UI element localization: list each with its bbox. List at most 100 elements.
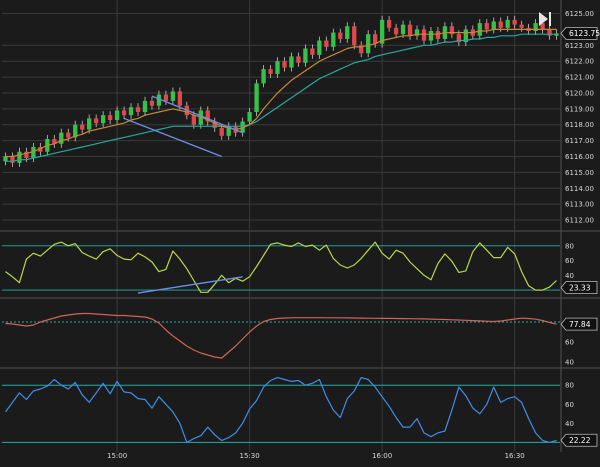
candle-body xyxy=(428,31,434,41)
cci-tick-label: 80 xyxy=(565,382,574,390)
candle-body xyxy=(366,34,371,54)
candle-body xyxy=(373,34,378,44)
candle-body xyxy=(324,40,329,47)
time-axis-label: 15:00 xyxy=(107,452,127,460)
candle-body xyxy=(31,146,36,159)
candle-body xyxy=(212,121,217,128)
candle-body xyxy=(38,146,43,152)
rsi-trendline-0 xyxy=(137,276,243,294)
candle-body xyxy=(163,94,169,101)
candle-body xyxy=(296,56,301,63)
candle-body xyxy=(3,156,8,162)
stoch-value-tag-text: 77.84 xyxy=(569,320,591,329)
rsi-tick-label: 40 xyxy=(565,272,574,280)
candle-body xyxy=(142,100,148,113)
candle-body xyxy=(254,83,259,113)
price-tick-label: 6113.00 xyxy=(565,201,594,209)
candle-body xyxy=(177,91,183,106)
candle-body xyxy=(128,107,134,116)
candle-body xyxy=(345,26,350,39)
candle-body xyxy=(240,121,245,133)
candle-body xyxy=(261,69,266,84)
candle-body xyxy=(17,151,22,163)
candle-body xyxy=(87,118,92,130)
candle-body xyxy=(414,29,420,36)
candle-body xyxy=(149,100,155,106)
cci-tick-label: 60 xyxy=(565,401,574,409)
candle-body xyxy=(498,21,503,28)
candle-body xyxy=(491,21,496,30)
price-trendline-1 xyxy=(123,117,222,158)
stoch-line xyxy=(5,312,557,359)
last-price-tag-box xyxy=(560,26,598,40)
price-tick-label: 6116.00 xyxy=(565,153,594,161)
price-tick-label: 6125.00 xyxy=(565,10,594,18)
time-axis-label: 16:00 xyxy=(372,452,392,460)
rsi-value-tag-text: 23.33 xyxy=(569,283,591,292)
candle-body xyxy=(505,19,510,28)
candle-body xyxy=(421,29,427,41)
last-price-tag-text: 6123.75 xyxy=(569,29,600,38)
candle-body xyxy=(121,110,127,116)
ema-slow-line xyxy=(5,33,557,162)
candle-body xyxy=(400,24,406,35)
rsi-line xyxy=(5,241,557,293)
candle-body xyxy=(226,126,231,136)
cci-value-tag: 22.22 xyxy=(560,433,598,447)
candle-body xyxy=(393,27,399,35)
candle-body xyxy=(80,124,85,130)
candle-body xyxy=(449,26,455,35)
candle-body xyxy=(463,29,468,43)
candle-body xyxy=(547,29,552,36)
candle-body xyxy=(275,61,280,74)
candle-body xyxy=(73,124,78,138)
stoch-value-tag: 77.84 xyxy=(560,317,598,331)
stoch-tick-label: 60 xyxy=(565,339,574,347)
rsi-value-tag-box xyxy=(560,281,598,295)
candle-body xyxy=(191,115,196,125)
candle-body xyxy=(477,23,482,36)
candle-body xyxy=(247,112,252,122)
time-axis-label: 15:30 xyxy=(240,452,260,460)
candle-body xyxy=(52,139,57,144)
cci-tick-label: 40 xyxy=(565,420,574,428)
price-tick-label: 6121.00 xyxy=(565,74,594,82)
candle-body xyxy=(310,48,315,55)
last-price-tag: 6123.75 xyxy=(560,26,600,40)
price-tick-label: 6115.00 xyxy=(565,169,594,177)
candle-body xyxy=(554,33,559,36)
rsi-tick-label: 80 xyxy=(565,242,574,250)
cci-line xyxy=(5,377,557,443)
price-tick-label: 6117.00 xyxy=(565,137,594,145)
price-trendline-0 xyxy=(151,95,243,134)
candle-body xyxy=(268,69,273,74)
candle-body xyxy=(135,107,141,113)
candle-body xyxy=(331,32,336,47)
candle-body xyxy=(205,110,210,122)
candle-body xyxy=(456,34,462,43)
candle-body xyxy=(407,24,413,36)
price-tick-label: 6120.00 xyxy=(565,89,594,97)
candle-body xyxy=(317,40,322,55)
ema-fast-line xyxy=(5,28,557,158)
price-tick-label: 6112.00 xyxy=(565,217,594,225)
price-tick-label: 6122.00 xyxy=(565,58,594,66)
candle-body xyxy=(435,31,441,39)
candle-body xyxy=(100,115,106,124)
price-tick-label: 6119.00 xyxy=(565,105,594,113)
price-tick-label: 6123.00 xyxy=(565,42,594,50)
candle-body xyxy=(352,26,357,46)
candle-body xyxy=(519,24,524,28)
price-tick-label: 6114.00 xyxy=(565,185,594,193)
candle-body xyxy=(170,91,176,101)
stoch-value-tag-box xyxy=(560,317,598,331)
candle-body xyxy=(24,151,29,159)
candle-body xyxy=(94,118,99,124)
candle-body xyxy=(540,23,545,30)
candle-body xyxy=(66,132,71,138)
candle-body xyxy=(219,127,224,136)
candle-body xyxy=(338,32,343,39)
candle-body xyxy=(59,132,64,144)
